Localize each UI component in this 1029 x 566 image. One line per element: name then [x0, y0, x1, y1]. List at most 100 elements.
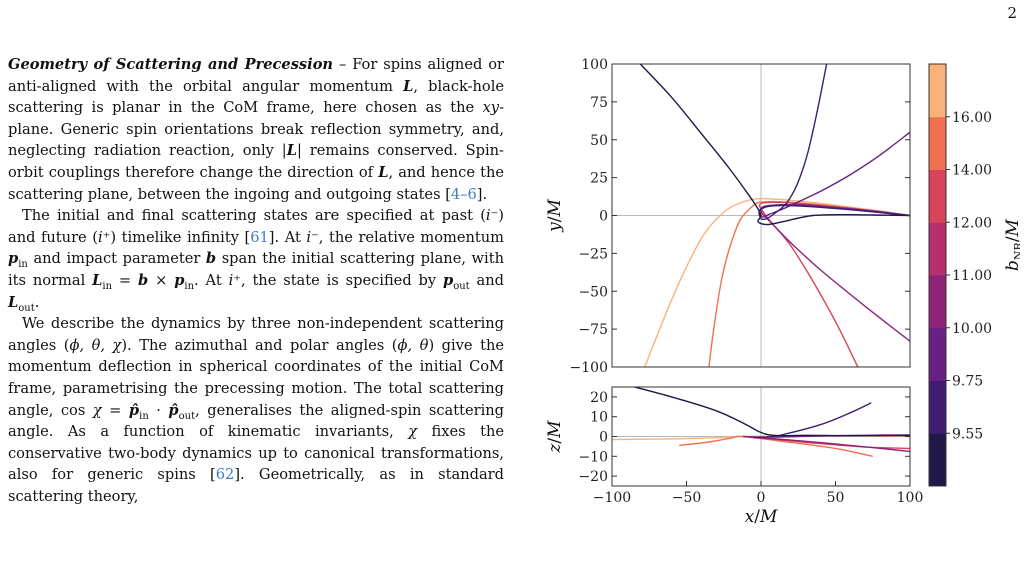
- top-trajectory-line: [758, 64, 910, 221]
- y-tick-label: 25: [590, 171, 608, 187]
- text-run: ) timelike infinity [: [110, 228, 251, 246]
- colorbar-segment: [929, 64, 946, 118]
- text-run: L: [378, 163, 389, 181]
- text-run: i⁺: [97, 228, 111, 246]
- top-trajectory-line: [639, 64, 910, 226]
- trajectory-figure: 100 75 50 25 0 −25 −50 −75 −100 y/M 20 10 0 −10 −20 −10…: [520, 52, 1025, 562]
- text-run: p̂: [128, 401, 140, 419]
- text-run: 62: [215, 466, 235, 484]
- colorbar-tick-label: 16.00: [952, 110, 992, 126]
- y-tick-label: 100: [581, 57, 608, 73]
- text-run: χ: [92, 401, 102, 419]
- y-tick-label: 0: [599, 209, 608, 225]
- text-run: The initial and final scattering states …: [22, 207, 486, 225]
- text-column: Geometry of Scattering and Precession – …: [8, 54, 504, 507]
- x-tick-label: −50: [672, 490, 702, 506]
- top-trajectory-line: [758, 201, 910, 367]
- top-series: [639, 64, 910, 367]
- top-panel: 100 75 50 25 0 −25 −50 −75 −100 y/M: [545, 57, 911, 376]
- text-run: .: [34, 293, 40, 311]
- text-run: fixes the conservative two-body dynamics…: [8, 423, 504, 484]
- text-run: out: [178, 410, 196, 422]
- text-run: out: [18, 302, 35, 314]
- text-run: L: [8, 293, 19, 311]
- section-title: Geometry of Scattering and Precession: [8, 56, 334, 73]
- text-run: out: [453, 280, 470, 292]
- text-run: b: [138, 271, 149, 289]
- bottom-trajectory-line: [753, 402, 872, 439]
- top-y-axis-label: y/M: [545, 199, 565, 233]
- paragraph-1-body: – For spins aligned or anti-aligned with…: [8, 56, 504, 203]
- text-run: – For spins aligned or anti-aligned with…: [8, 56, 504, 95]
- colorbar-segment: [929, 116, 946, 170]
- text-run: and: [469, 271, 504, 289]
- text-run: ϕ, θ, χ: [69, 336, 122, 354]
- y-tick-label: −50: [578, 284, 608, 300]
- bottom-x-axis-label: x/M: [745, 507, 778, 527]
- colorbar-tick-label: 12.00: [952, 215, 992, 231]
- paragraph-scattering-angles: We describe the dynamics by three non-in…: [8, 313, 504, 507]
- paragraph-2-body: The initial and final scattering states …: [8, 207, 505, 314]
- text-run: =: [101, 401, 129, 419]
- x-tick-label: 0: [757, 490, 766, 506]
- text-run: L: [286, 142, 297, 160]
- text-run: i⁻: [485, 207, 499, 225]
- colorbar-tick-label: 9.75: [952, 374, 983, 390]
- text-run: =: [112, 271, 138, 289]
- x-tick-label: −100: [593, 490, 631, 506]
- colorbar-segment: [929, 380, 946, 434]
- text-run: , and hence the scattering plane, betwee…: [8, 163, 504, 203]
- text-run: 61: [250, 228, 269, 246]
- top-trajectory-line: [760, 203, 910, 342]
- text-run: ) and future (: [8, 207, 504, 246]
- y-tick-label: −100: [570, 360, 608, 376]
- text-run: in: [139, 410, 149, 422]
- text-run: ). The azimuthal and polar angles (: [121, 336, 398, 354]
- bottom-trajectory-line: [679, 435, 873, 457]
- bottom-y-axis-label: z/M: [545, 420, 565, 454]
- text-run: ·: [148, 401, 169, 419]
- text-run: χ: [408, 423, 418, 441]
- y-tick-label: 0: [599, 430, 608, 446]
- colorbar-segment: [929, 222, 946, 276]
- colorbar-segment: [929, 169, 946, 223]
- text-run: ]. At: [268, 228, 307, 246]
- text-run: , the state is specified by: [240, 271, 443, 289]
- text-run: L: [403, 77, 414, 95]
- text-run: span the initial scattering plane, with …: [8, 250, 504, 289]
- text-run: ) give the momentum deflection in spheri…: [8, 336, 504, 419]
- text-run: p̂: [168, 401, 179, 419]
- text-run: 4–6: [450, 185, 477, 203]
- y-tick-label: −10: [578, 449, 608, 465]
- page-number: 2: [1007, 4, 1017, 22]
- colorbar-segment: [929, 275, 946, 329]
- text-run: , the relative momentum: [318, 228, 505, 246]
- text-run: p: [442, 271, 454, 289]
- y-tick-label: −75: [578, 322, 608, 338]
- paragraph-initial-final-states: The initial and final scattering states …: [8, 205, 504, 313]
- top-trajectory-line: [758, 131, 910, 218]
- text-run: L: [92, 271, 103, 289]
- colorbar: 9.55 9.75 10.00 11.00 12.00 14.00 16.00 bNR/M: [928, 63, 1025, 487]
- colorbar-tick-label: 9.55: [952, 426, 983, 442]
- text-run: in: [184, 280, 195, 292]
- text-run: p: [174, 271, 185, 289]
- text-run: -plane. Generic spin orientations break …: [8, 99, 504, 160]
- y-tick-label: −25: [578, 246, 608, 262]
- text-run: ]. Geometrically, as in standard scatter…: [8, 466, 504, 505]
- text-run: , generalises the aligned-spin scatterin…: [8, 401, 504, 441]
- y-tick-label: 10: [590, 410, 608, 426]
- text-run: in: [102, 280, 113, 292]
- colorbar-segment: [929, 327, 946, 381]
- text-run: p: [8, 250, 19, 268]
- colorbar-segment: [929, 433, 946, 487]
- colorbar-tick-label: 10.00: [952, 321, 992, 337]
- bottom-trajectory-line: [631, 387, 910, 437]
- x-tick-label: 100: [897, 490, 924, 506]
- bottom-series: [612, 387, 910, 457]
- text-run: | remains conserved. Spin-orbit coupling…: [8, 142, 504, 181]
- text-run: b: [205, 250, 217, 268]
- text-run: ].: [476, 185, 488, 203]
- colorbar-tick-label: 14.00: [952, 163, 992, 179]
